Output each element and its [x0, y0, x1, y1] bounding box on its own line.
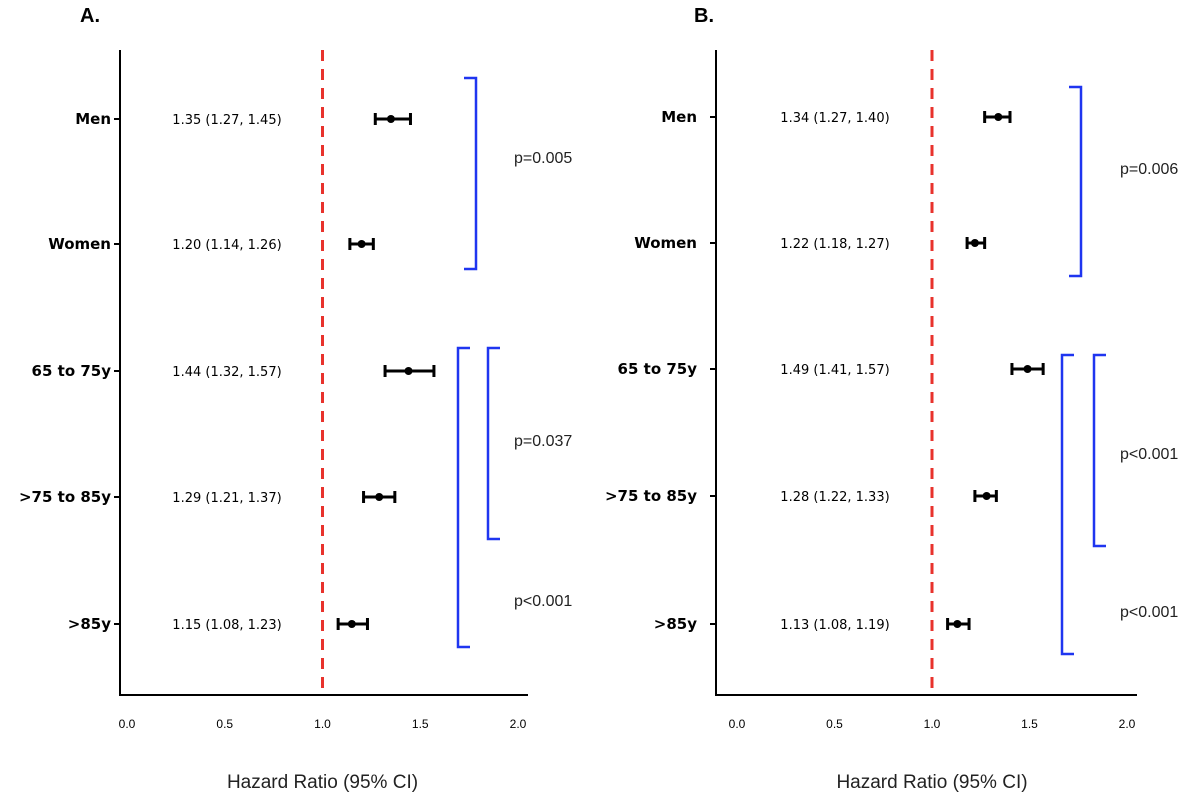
category-label: Women — [48, 235, 111, 253]
ci-text-label: 1.20 (1.14, 1.26) — [172, 238, 281, 253]
hazard-ratio-point — [982, 492, 991, 500]
p-value-label: p=0.006 — [1120, 161, 1178, 178]
comparison-bracket — [464, 76, 478, 271]
ci-text-label: 1.34 (1.27, 1.40) — [780, 111, 889, 126]
comparison-bracket — [1092, 353, 1106, 548]
forest-row: Men 1.35 (1.27, 1.45) — [75, 110, 412, 128]
forest-row: >75 to 85y 1.28 (1.22, 1.33) — [605, 487, 998, 505]
category-label: 65 to 75y — [32, 362, 112, 380]
ci-text-label: 1.15 (1.08, 1.23) — [172, 618, 281, 633]
category-label: Women — [634, 234, 697, 252]
hazard-ratio-point — [994, 113, 1003, 121]
comparison-bracket — [456, 346, 470, 649]
x-axis-title: Hazard Ratio (95% CI) — [227, 772, 418, 793]
ci-text-label: 1.49 (1.41, 1.57) — [780, 363, 889, 378]
category-label: 65 to 75y — [618, 360, 698, 378]
category-label: >75 to 85y — [19, 488, 111, 506]
p-value-label: p<0.001 — [514, 593, 572, 610]
forest-panel-b: B. 0.0 0.5 1.0 1.5 2.0 Men 1.34 (1.27, 1.40) Wom… — [605, 5, 1178, 793]
forest-row: 65 to 75y 1.44 (1.32, 1.57) — [32, 362, 436, 380]
hazard-ratio-point — [375, 493, 384, 501]
p-value-label: p<0.001 — [1120, 604, 1178, 621]
x-tick-label: 2.0 — [1119, 717, 1136, 731]
category-label: >85y — [68, 615, 111, 633]
category-label: Men — [75, 110, 111, 128]
x-axis-title: Hazard Ratio (95% CI) — [836, 772, 1027, 793]
hazard-ratio-point — [347, 620, 356, 628]
x-tick-label: 1.5 — [412, 717, 429, 731]
x-tick-label: 0.0 — [119, 717, 136, 731]
ci-text-label: 1.28 (1.22, 1.33) — [780, 490, 889, 505]
ci-text-label: 1.35 (1.27, 1.45) — [172, 113, 281, 128]
forest-row: 65 to 75y 1.49 (1.41, 1.57) — [618, 360, 1045, 378]
comparison-bracket — [1060, 353, 1074, 656]
comparison-bracket — [486, 346, 500, 541]
x-tick-label: 1.0 — [924, 717, 941, 731]
ci-text-label: 1.22 (1.18, 1.27) — [780, 237, 889, 252]
forest-row: >85y 1.15 (1.08, 1.23) — [68, 615, 369, 633]
category-label: >85y — [654, 615, 697, 633]
hazard-ratio-point — [404, 367, 413, 375]
x-tick-label: 1.5 — [1021, 717, 1038, 731]
x-tick-label: 1.0 — [314, 717, 331, 731]
axis-lines — [715, 50, 1137, 696]
category-label: Men — [661, 108, 697, 126]
comparison-bracket — [1069, 85, 1083, 278]
ci-text-label: 1.13 (1.08, 1.19) — [780, 618, 889, 633]
hazard-ratio-point — [357, 240, 366, 248]
hazard-ratio-point — [1023, 365, 1032, 373]
hazard-ratio-point — [953, 620, 962, 628]
p-value-label: p=0.005 — [514, 150, 572, 167]
forest-row: Men 1.34 (1.27, 1.40) — [661, 108, 1012, 126]
forest-row: >75 to 85y 1.29 (1.21, 1.37) — [19, 488, 397, 506]
p-value-label: p<0.001 — [1120, 446, 1178, 463]
hazard-ratio-point — [970, 239, 979, 247]
panel-letter: B. — [694, 5, 714, 27]
category-label: >75 to 85y — [605, 487, 697, 505]
panel-letter: A. — [80, 5, 100, 27]
ci-text-label: 1.44 (1.32, 1.57) — [172, 365, 281, 380]
p-value-label: p=0.037 — [514, 433, 572, 450]
forest-row: >85y 1.13 (1.08, 1.19) — [654, 615, 971, 633]
hazard-ratio-point — [386, 115, 395, 123]
forest-panel-a: A. 0.0 0.5 1.0 1.5 2.0 Men 1.35 (1.27, 1.45) Wom… — [19, 5, 572, 793]
forest-row: Women 1.22 (1.18, 1.27) — [634, 234, 987, 252]
x-tick-label: 2.0 — [510, 717, 527, 731]
axis-lines — [119, 50, 528, 696]
x-tick-label: 0.5 — [826, 717, 843, 731]
ci-text-label: 1.29 (1.21, 1.37) — [172, 491, 281, 506]
x-tick-label: 0.5 — [216, 717, 233, 731]
x-tick-label: 0.0 — [729, 717, 746, 731]
forest-row: Women 1.20 (1.14, 1.26) — [48, 235, 375, 253]
